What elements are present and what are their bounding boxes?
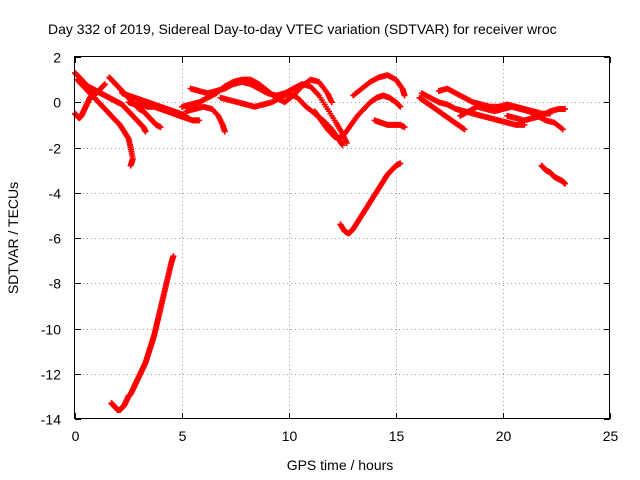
data-point (460, 125, 467, 132)
x-tick-label: 25 (603, 428, 619, 444)
series-arc-12 (311, 92, 404, 142)
series-arc-15 (337, 160, 404, 237)
data-point (196, 117, 203, 124)
chart-title: Day 332 of 2019, Sidereal Day-to-day VTE… (48, 21, 557, 37)
x-tick-label: 20 (496, 428, 512, 444)
data-point (127, 162, 134, 169)
y-axis-label: SDTVAR / TECUs (5, 182, 21, 294)
y-tick-label: -10 (41, 322, 61, 338)
series-arc-09 (179, 76, 335, 110)
series-arc-14 (371, 117, 408, 131)
series-arc-17 (418, 90, 528, 128)
x-tick-label: 5 (179, 428, 187, 444)
series-arc-03 (72, 81, 108, 122)
series-arc-20 (504, 106, 569, 124)
series-arc-07 (108, 253, 177, 413)
series-arc-11 (217, 90, 346, 149)
x-tick-label: 0 (72, 428, 80, 444)
data-point (401, 92, 408, 99)
y-tick-label: -6 (49, 231, 62, 247)
x-axis-label: GPS time / hours (287, 457, 394, 473)
plot-frame (74, 56, 610, 419)
data-point (142, 128, 149, 135)
x-tick-label: 10 (282, 428, 298, 444)
data-point (101, 81, 108, 88)
series-arc-13 (350, 72, 408, 99)
data-point (221, 128, 228, 135)
y-tick-label: 2 (53, 50, 61, 66)
data-points (72, 69, 569, 413)
data-point (397, 103, 404, 110)
series-arc-21 (538, 162, 569, 187)
series-arc-02 (74, 76, 136, 169)
data-point (397, 160, 404, 167)
data-point (328, 99, 335, 106)
series-arc-16 (416, 94, 468, 133)
y-tick-label: -4 (49, 186, 62, 202)
data-point (562, 106, 569, 113)
data-point (157, 124, 164, 131)
data-point (562, 180, 569, 187)
data-point (559, 126, 566, 133)
y-tick-label: -8 (49, 276, 62, 292)
data-point (461, 126, 468, 133)
data-point (339, 142, 346, 149)
data-point (170, 253, 177, 260)
series-arc-10 (183, 103, 228, 135)
series-arc-06 (125, 99, 203, 124)
y-tick-label: -2 (49, 141, 62, 157)
y-tick-label: -14 (41, 412, 61, 428)
axis-ticks: 0 5 10 15 20 25 -14 -12 -10 -8 -6 -4 -2 0 2 (41, 50, 619, 445)
x-tick-label: 15 (389, 428, 405, 444)
data-point (401, 124, 408, 131)
y-tick-label: -12 (41, 367, 61, 383)
y-tick-label: 0 (53, 95, 61, 111)
data-point (343, 139, 350, 146)
